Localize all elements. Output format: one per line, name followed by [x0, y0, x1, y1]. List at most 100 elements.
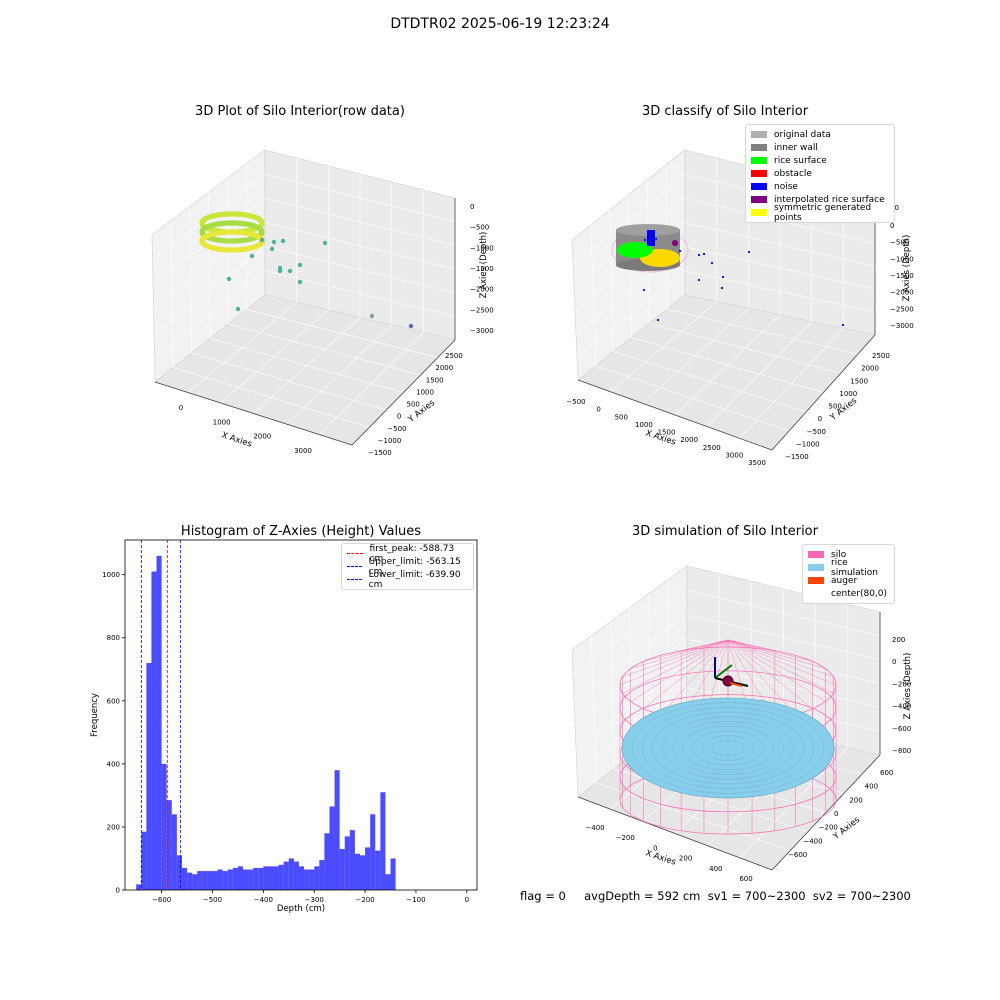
histogram-bar [237, 866, 244, 890]
legend-label: symmetric generated points [774, 202, 872, 223]
cls-x-tick-5: 2000 [680, 436, 698, 444]
legend-label: inner wall [774, 142, 818, 153]
cls-z-tick-6: −3000 [890, 322, 914, 330]
histogram-bar [309, 869, 315, 890]
histogram-bar [349, 830, 355, 890]
simulation-z-axis-label: Z Axies (Depth) [903, 653, 913, 720]
raw-y-tick-1: 2000 [435, 364, 453, 372]
raw-x-tick-0: 0 [179, 404, 183, 412]
rice-contour [641, 707, 815, 789]
cls-x-tick-4: 1500 [658, 429, 676, 437]
raw-y-tick-7: −1000 [378, 437, 402, 445]
histogram-bar [136, 884, 142, 890]
legend-swatch [751, 144, 767, 151]
legend-swatch [808, 564, 824, 571]
rice-contour [671, 721, 785, 775]
histogram-bar [344, 836, 350, 890]
status-line: flag = 0 avgDepth = 592 cm sv1 = 700~230… [520, 889, 911, 903]
silo-roof-line [727, 639, 813, 662]
histogram-legend: first_peak: -588.73 cm Upper_limit: -563.… [341, 543, 474, 590]
raw-y-tick-5: 0 [397, 413, 401, 421]
noise-point [697, 253, 701, 257]
histogram-y-axis-label: Frequency [90, 693, 100, 737]
grid-line [246, 309, 438, 358]
sim-z-tick-3: −400 [892, 703, 911, 711]
simulation-legend: silo rice simulation auger center(80,0) [802, 544, 895, 604]
legend-label: Lower_limit: -639.90 cm [368, 569, 461, 590]
classify-tick-labels: −500 0 500 1000 1500 2000 2500 3000 3500 2500 2000… [566, 222, 913, 467]
histogram-bar [222, 871, 228, 890]
x-tick-label: −300 [305, 896, 324, 904]
histogram-bar [207, 871, 213, 890]
x-tick-label: −200 [355, 896, 374, 904]
x-tick-label: −400 [254, 896, 273, 904]
cls-x-tick-8: 3500 [748, 459, 766, 467]
histogram-x-axis-label: Depth (cm) [277, 904, 325, 914]
simulation-tick-labels: −400−20002004006006004002000−200−400−600… [585, 636, 911, 883]
raw-z-tick-6: −3000 [470, 327, 494, 335]
legend-label: auger [831, 575, 858, 586]
silo-roof-line [727, 639, 813, 709]
noise-cluster [647, 230, 655, 246]
simulation-plot-title: 3D simulation of Silo Interior [632, 524, 818, 539]
auger-marker [714, 657, 749, 687]
classify-plot-title: 3D classify of Silo Interior [641, 104, 809, 119]
auger-head [722, 675, 734, 687]
legend-swatch [751, 196, 767, 203]
raw-x-tick-2: 2000 [253, 433, 271, 441]
histogram-bar [192, 874, 198, 890]
sim-z-tick-2: −200 [892, 680, 911, 688]
sim-y-tick-4: −200 [819, 824, 838, 832]
histogram-bar [151, 571, 157, 890]
histogram-bar [375, 850, 381, 890]
cls-y-tick-2: 1500 [850, 377, 868, 385]
sim-x-tick-5: 600 [739, 875, 752, 883]
histogram-bar [263, 866, 269, 890]
raw-plot-title: 3D Plot of Silo Interior(row data) [195, 104, 405, 119]
raw-point [259, 237, 265, 243]
cls-z-tick-0: 0 [890, 222, 894, 230]
legend-line-swatch [347, 579, 362, 580]
raw-point [297, 262, 303, 268]
sim-y-tick-0: 600 [880, 769, 893, 777]
histogram-axes: −600 −500 −400 −300 −200 −100 0 0 200 400 600 800 10… [102, 539, 478, 904]
axis-line [771, 754, 881, 871]
histogram-bar [187, 872, 193, 890]
cls-z-tick-3: −1500 [890, 272, 914, 280]
noise-point [841, 323, 845, 327]
histogram-reference-lines [140, 540, 181, 890]
auger-rod [729, 682, 743, 687]
silo-roof-line [660, 639, 729, 715]
raw-y-tick-3: 1000 [416, 388, 434, 396]
raw-point [249, 253, 255, 259]
legend-label: original data [774, 129, 831, 140]
noise-point [642, 288, 646, 292]
x-tick-label: −600 [152, 896, 171, 904]
raw-x-tick-1: 1000 [213, 418, 231, 426]
histogram-bar [146, 662, 152, 890]
cls-x-tick-7: 3000 [725, 451, 743, 459]
histogram-bar [212, 871, 218, 890]
raw-point [287, 268, 293, 274]
silo-roof-line [622, 639, 729, 677]
y-tick-label: 400 [107, 760, 120, 768]
sim-y-tick-2: 200 [849, 796, 862, 804]
sim-x-tick-1: −200 [616, 834, 635, 842]
silo-roof-line [619, 639, 729, 686]
histogram-bar [385, 874, 391, 890]
y-tick-label: 800 [107, 634, 120, 642]
cls-x-tick-2: 500 [615, 413, 628, 421]
rice-contour [631, 702, 825, 794]
legend-line-swatch [347, 553, 363, 554]
raw-x-tick-3: 3000 [294, 447, 312, 455]
sim-z-tick-0: 200 [892, 636, 905, 644]
legend-label: interpolated rice surface [774, 194, 885, 205]
raw-point [408, 323, 414, 329]
silo-roof-line [727, 639, 834, 677]
raw-point [322, 240, 328, 246]
histogram-bar [268, 866, 274, 890]
rice-contour [621, 697, 835, 799]
histogram-bar [370, 814, 376, 890]
simulation-legend-item: auger [808, 574, 889, 587]
axis-line [577, 796, 773, 871]
